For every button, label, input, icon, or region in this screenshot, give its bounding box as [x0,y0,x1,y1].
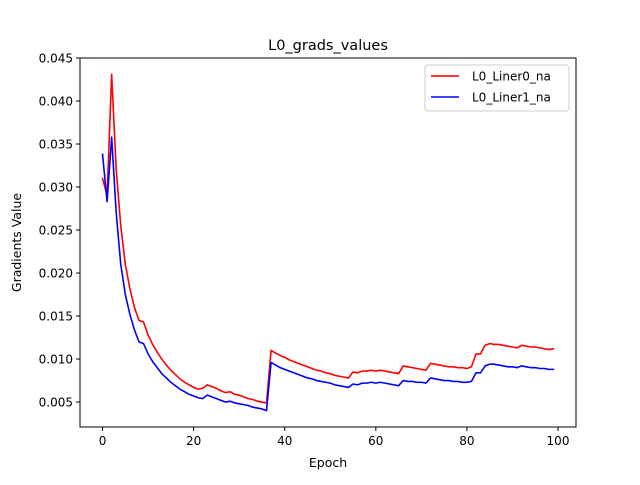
x-tick-label: 100 [547,434,570,448]
y-tick-label: 0.015 [39,310,73,324]
y-tick-label: 0.020 [39,267,73,281]
plot-area [80,58,576,427]
x-tick-label: 20 [186,434,201,448]
x-axis-ticks: 0 20 40 60 80 100 [99,427,570,448]
y-tick-label: 0.040 [39,95,73,109]
chart-title: L0_grads_values [268,38,388,54]
x-tick-label: 40 [277,434,292,448]
y-tick-label: 0.025 [39,224,73,238]
x-tick-label: 80 [459,434,474,448]
series-line-1 [101,73,555,404]
y-tick-label: 0.035 [39,138,73,152]
y-axis-ticks: 0.005 0.010 0.015 0.020 0.025 0.030 0.035 0.040… [39,52,80,410]
y-tick-label: 0.010 [39,353,73,367]
plot-frame [79,57,577,428]
y-axis-label: Gradients Value [9,193,24,293]
series-line-2 [101,136,555,412]
y-tick-label: 0.005 [39,396,73,410]
y-tick-label: 0.045 [39,52,73,66]
legend-label-1: L0_Liner0_na [472,70,551,84]
x-axis-label: Epoch [309,455,347,470]
x-tick-label: 0 [99,434,107,448]
legend: L0_Liner0_na L0_Liner1_na [424,64,570,112]
y-tick-label: 0.030 [39,181,73,195]
series-layer [101,73,555,412]
legend-label-2: L0_Liner1_na [472,91,551,105]
x-tick-label: 60 [368,434,383,448]
legend-box [424,64,570,112]
